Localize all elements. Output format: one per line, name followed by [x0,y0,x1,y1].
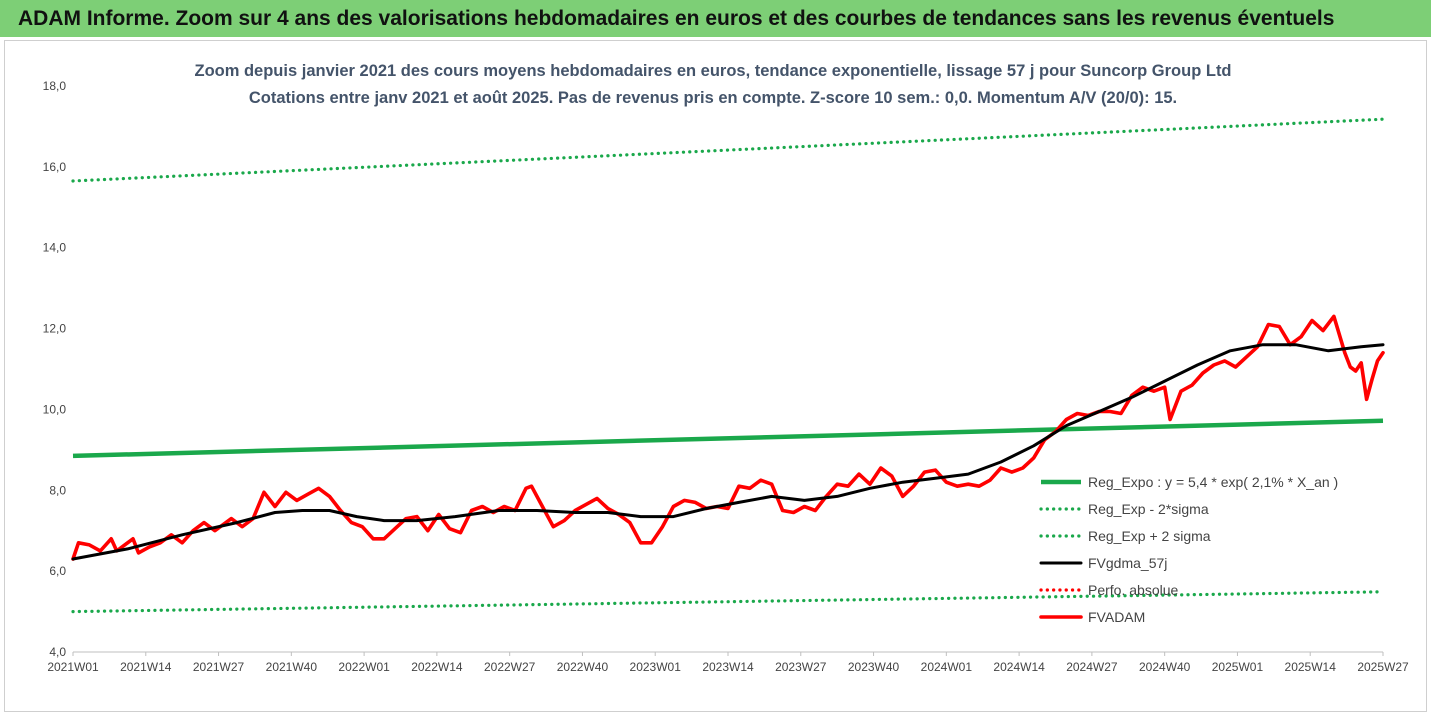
x-tick-label: 2025W01 [1212,660,1264,674]
chart-title: Zoom depuis janvier 2021 des cours moyen… [194,62,1231,80]
legend-label-0: Reg_Expo : y = 5,4 * exp( 2,1% * X_an ) [1088,474,1338,490]
legend-label-5: FVADAM [1088,609,1145,625]
series-line-1 [71,590,1385,614]
series-line-2 [71,117,1385,183]
chart-subtitle: Cotations entre janv 2021 et août 2025. … [249,89,1177,107]
legend-label-1: Reg_Exp - 2*sigma [1088,501,1209,517]
chart-legend: Reg_Expo : y = 5,4 * exp( 2,1% * X_an ) R… [1039,474,1338,625]
x-tick-label: 2023W14 [702,660,754,674]
y-tick-label: 8,0 [49,483,66,497]
y-tick-label: 18,0 [43,79,67,93]
report-banner-title: ADAM Informe. Zoom sur 4 ans des valoris… [0,0,1431,37]
legend-label-4: Perfo. absolue [1088,582,1178,598]
y-tick-label: 4,0 [49,645,66,659]
chart-axes: 4,0 6,0 8,0 10,0 12,0 14,0 16,0 18,0 2021W01 2021… [43,79,1409,674]
x-tick-label: 2024W40 [1139,660,1191,674]
x-tick-label: 2021W14 [120,660,172,674]
x-tick-label: 2024W27 [1066,660,1118,674]
x-tick-label: 2021W40 [266,660,318,674]
y-tick-label: 14,0 [43,241,67,255]
x-tick-label: 2024W14 [993,660,1045,674]
x-tick-label: 2021W01 [47,660,99,674]
x-tick-label: 2021W27 [193,660,245,674]
x-tick-label: 2023W01 [630,660,682,674]
series-line-0 [72,418,1384,459]
x-tick-label: 2025W14 [1285,660,1337,674]
x-tick-label: 2024W01 [921,660,973,674]
x-tick-label: 2022W01 [338,660,390,674]
chart-canvas: Zoom depuis janvier 2021 des cours moyen… [43,62,1409,674]
x-tick-label: 2022W27 [484,660,536,674]
y-tick-label: 12,0 [43,322,67,336]
y-tick-label: 6,0 [49,564,66,578]
x-tick-label: 2022W14 [411,660,463,674]
x-tick-label: 2025W27 [1357,660,1409,674]
chart-frame: Zoom depuis janvier 2021 des cours moyen… [4,40,1427,712]
legend-label-3: FVgdma_57j [1088,555,1167,571]
series-line-3 [71,343,1385,561]
y-tick-label: 10,0 [43,402,67,416]
chart-series [71,117,1385,614]
x-tick-label: 2023W27 [775,660,827,674]
y-tick-label: 16,0 [43,160,67,174]
x-tick-label: 2022W40 [557,660,609,674]
legend-label-2: Reg_Exp + 2 sigma [1088,528,1211,544]
x-tick-label: 2023W40 [848,660,900,674]
series-line-5 [71,314,1385,561]
